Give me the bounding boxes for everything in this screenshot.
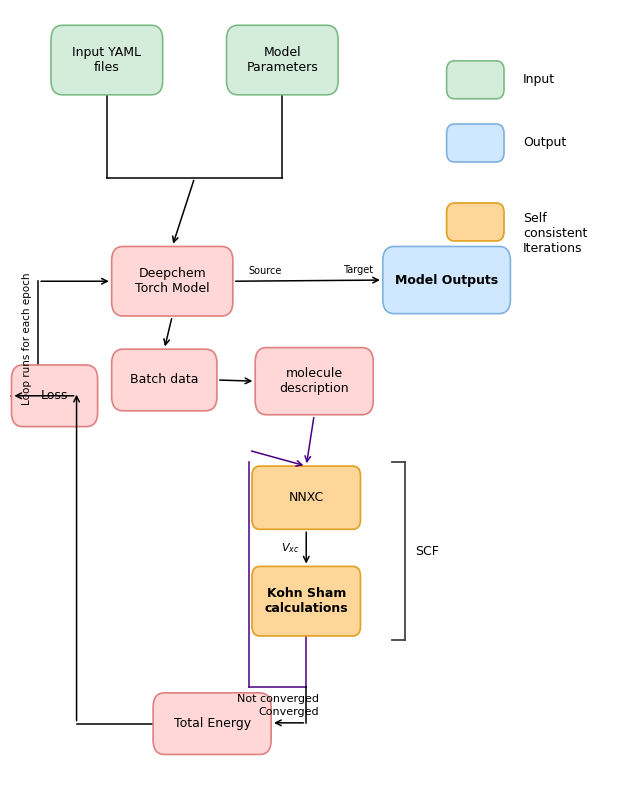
FancyBboxPatch shape bbox=[51, 25, 163, 95]
Text: $V_{xc}$: $V_{xc}$ bbox=[281, 541, 300, 555]
Text: Loss: Loss bbox=[41, 389, 68, 402]
Text: Deepchem
Torch Model: Deepchem Torch Model bbox=[135, 267, 209, 295]
Text: Total Energy: Total Energy bbox=[174, 717, 251, 730]
Text: Loop runs for each epoch: Loop runs for each epoch bbox=[22, 273, 32, 404]
Text: Model Outputs: Model Outputs bbox=[395, 273, 498, 287]
FancyBboxPatch shape bbox=[226, 25, 338, 95]
Text: NNXC: NNXC bbox=[288, 491, 324, 504]
FancyBboxPatch shape bbox=[112, 349, 217, 411]
Text: SCF: SCF bbox=[415, 544, 438, 558]
FancyBboxPatch shape bbox=[447, 124, 504, 162]
FancyBboxPatch shape bbox=[153, 693, 271, 754]
FancyBboxPatch shape bbox=[447, 61, 504, 99]
Text: Batch data: Batch data bbox=[130, 374, 198, 386]
FancyBboxPatch shape bbox=[252, 466, 360, 529]
Text: Self
consistent
Iterations: Self consistent Iterations bbox=[523, 212, 588, 254]
FancyBboxPatch shape bbox=[112, 246, 233, 316]
FancyBboxPatch shape bbox=[11, 365, 98, 427]
Text: Output: Output bbox=[523, 137, 567, 149]
FancyBboxPatch shape bbox=[447, 203, 504, 241]
FancyBboxPatch shape bbox=[255, 348, 373, 415]
Text: Input YAML
files: Input YAML files bbox=[72, 46, 142, 74]
Text: molecule
description: molecule description bbox=[279, 367, 349, 395]
FancyBboxPatch shape bbox=[252, 566, 360, 636]
Text: Source: Source bbox=[249, 266, 282, 276]
FancyBboxPatch shape bbox=[383, 246, 510, 314]
Text: Target: Target bbox=[343, 265, 373, 276]
Text: Model
Parameters: Model Parameters bbox=[246, 46, 318, 74]
Text: Kohn Sham
calculations: Kohn Sham calculations bbox=[264, 587, 348, 615]
Text: Input: Input bbox=[523, 73, 555, 86]
Text: Converged: Converged bbox=[258, 706, 319, 717]
Text: Not converged: Not converged bbox=[237, 694, 318, 704]
